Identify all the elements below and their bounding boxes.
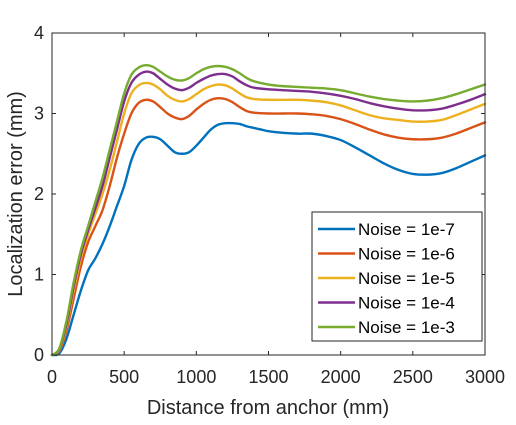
series-line-5 xyxy=(50,63,487,357)
legend-label-1: Noise = 1e-7 xyxy=(358,220,455,239)
x-tick-label: 1000 xyxy=(176,367,216,387)
legend-label-3: Noise = 1e-5 xyxy=(358,269,455,288)
series-layer xyxy=(50,63,487,357)
y-tick-label: 4 xyxy=(34,23,44,43)
series-line-3 xyxy=(50,81,487,357)
x-tick-label: 500 xyxy=(109,367,139,387)
y-axis-title: Localization error (mm) xyxy=(5,91,27,297)
y-tick-label: 3 xyxy=(34,104,44,124)
series-line-1 xyxy=(50,121,487,357)
y-tick-label: 2 xyxy=(34,184,44,204)
series-line-2 xyxy=(50,96,487,357)
x-tick-label: 2500 xyxy=(393,367,433,387)
legend-label-4: Noise = 1e-4 xyxy=(358,294,455,313)
legend-box xyxy=(311,211,483,342)
legend-label-2: Noise = 1e-6 xyxy=(358,245,455,264)
legend: Noise = 1e-7 Noise = 1e-6 Noise = 1e-5 Nois… xyxy=(311,211,483,342)
x-axis-title: Distance from anchor (mm) xyxy=(147,397,389,419)
y-tick-label: 0 xyxy=(34,345,44,365)
x-tick-label: 1500 xyxy=(248,367,288,387)
x-tick-label: 2000 xyxy=(321,367,361,387)
x-tick-label: 3000 xyxy=(465,367,505,387)
legend-label-5: Noise = 1e-3 xyxy=(358,318,455,337)
y-tick-label: 1 xyxy=(34,265,44,285)
x-tick-label: 0 xyxy=(47,367,57,387)
series-line-4 xyxy=(50,70,487,357)
x-axis: 0 500 1000 1500 2000 2500 3000 xyxy=(47,33,505,387)
